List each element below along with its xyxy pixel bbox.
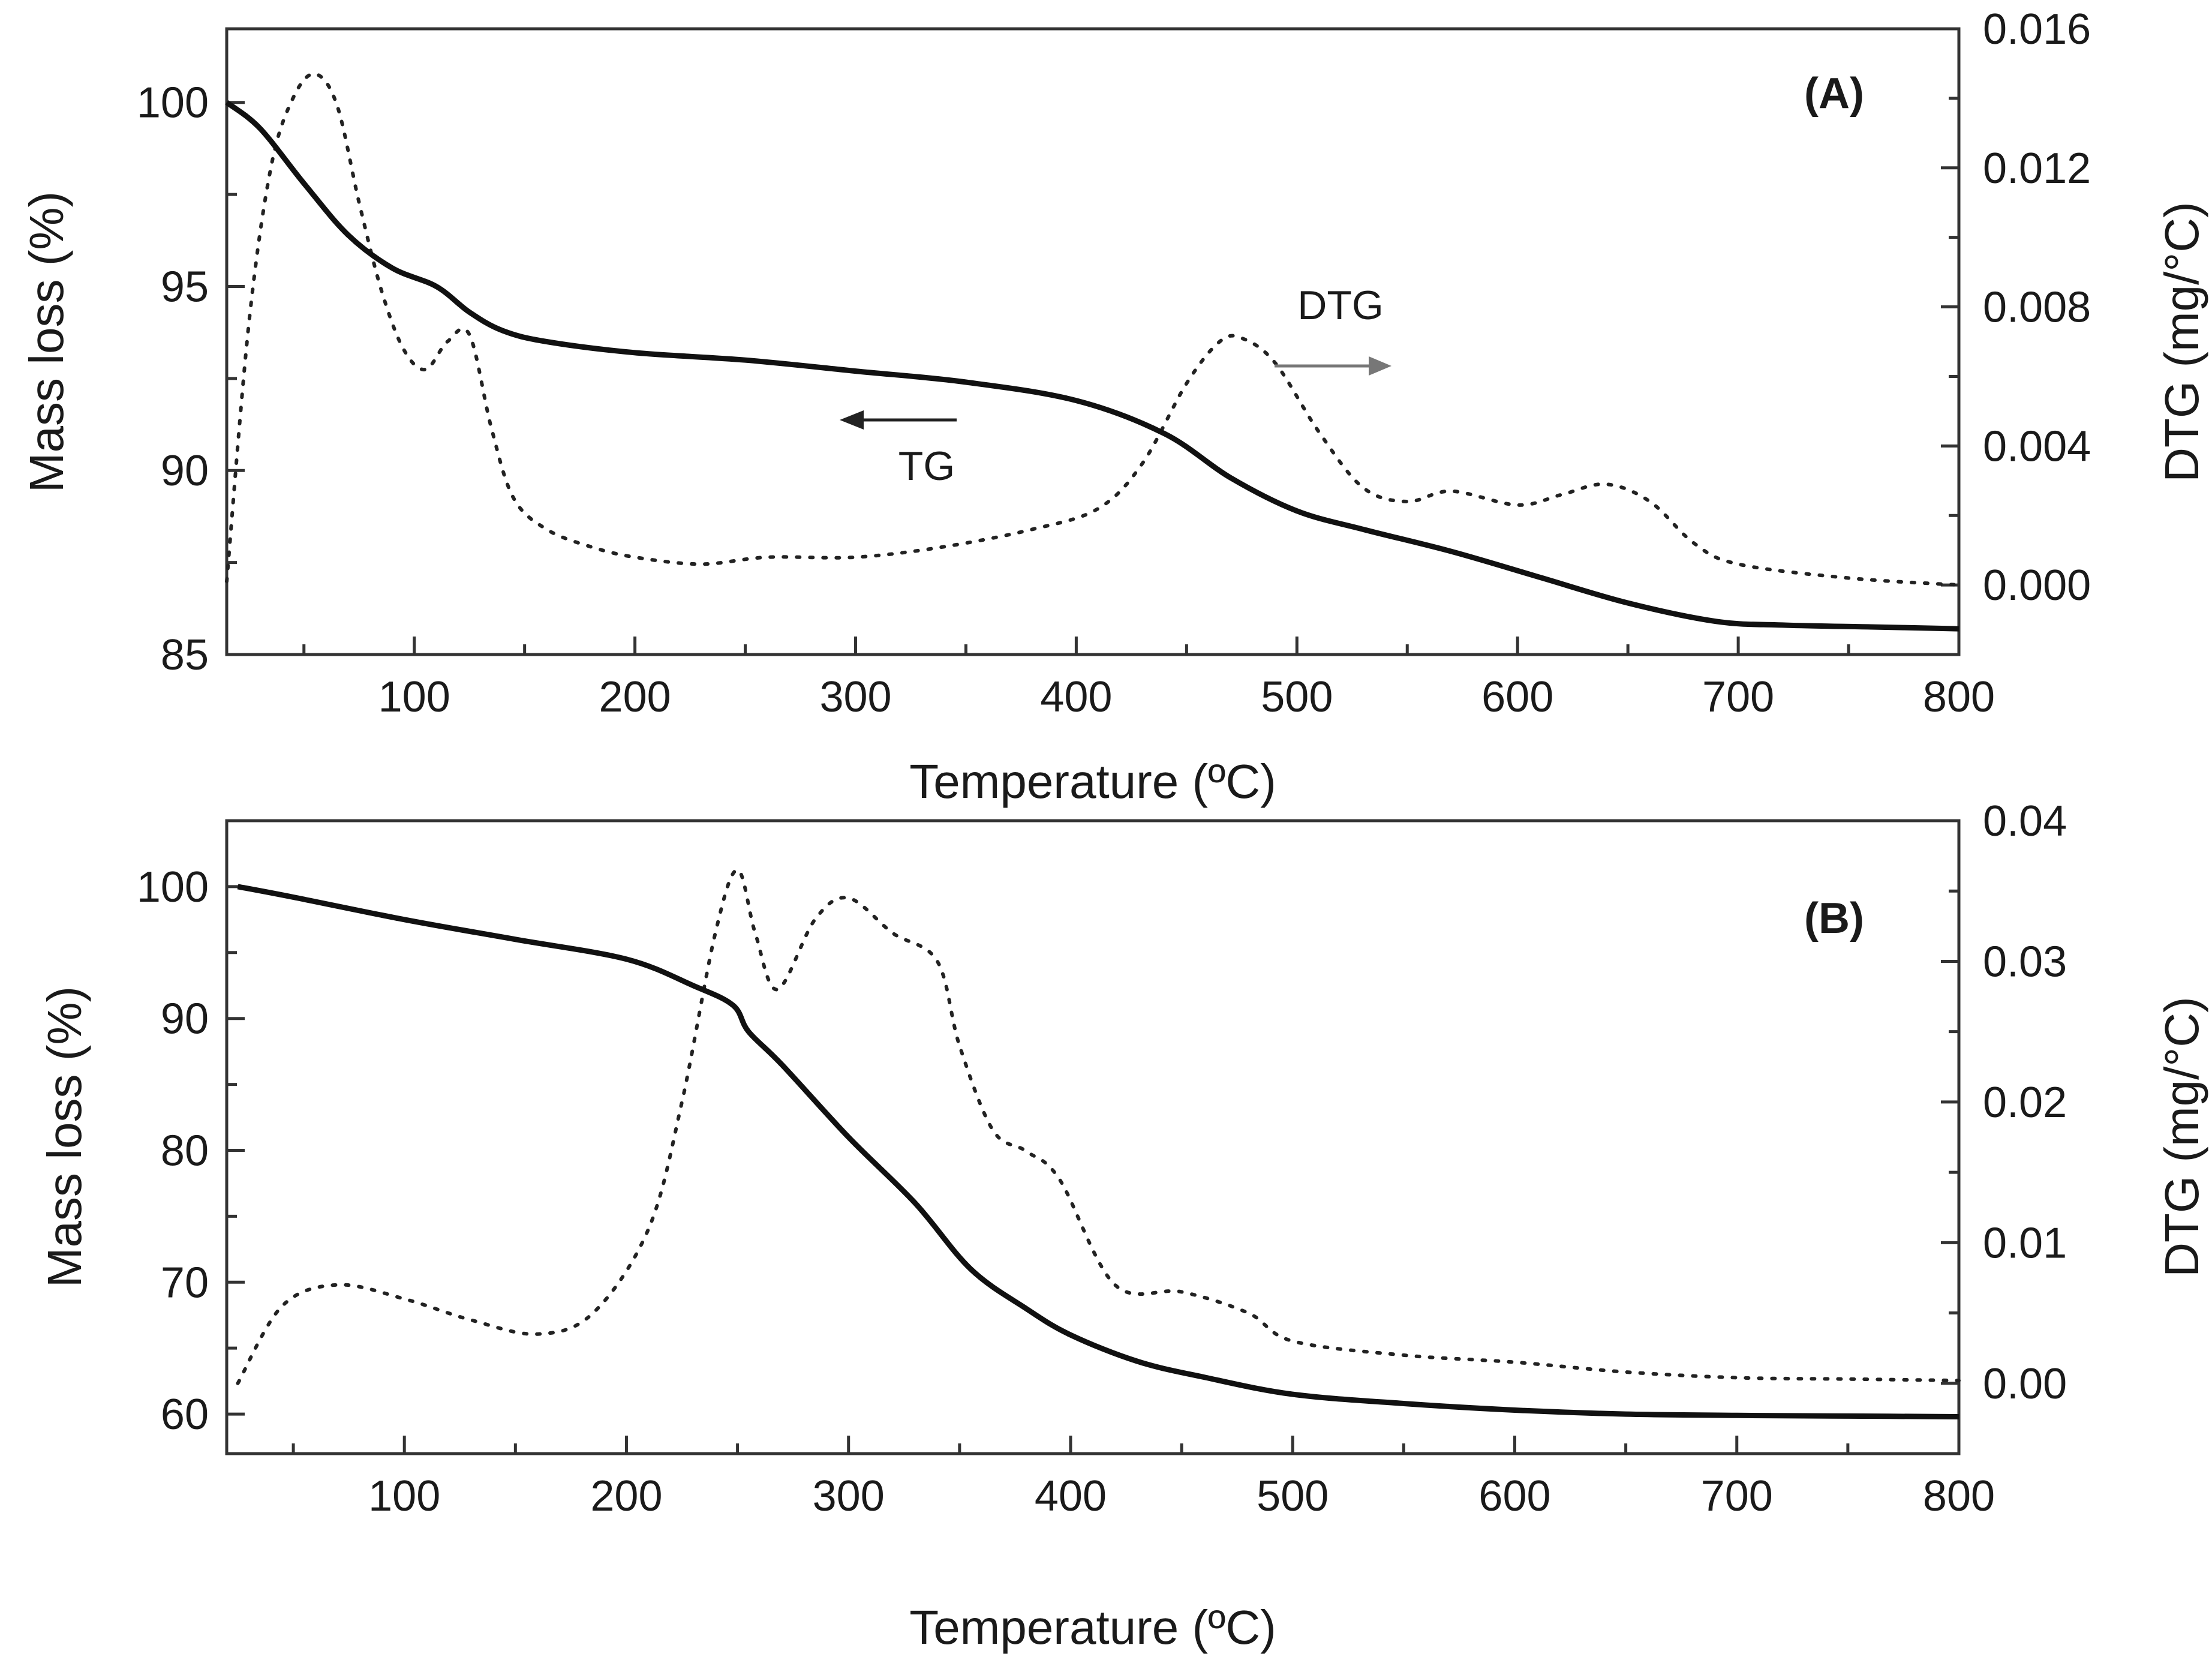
panel-a-y2-axis-title: DTG (mg/°C) — [2155, 202, 2208, 482]
panel-b-y-axis-title: Mass loss (%) — [38, 986, 91, 1287]
panel-a-y-axis-title: Mass loss (%) — [20, 191, 73, 493]
y-tick-label: 90 — [161, 447, 209, 495]
x-tick-label: 700 — [1701, 1472, 1773, 1520]
x-tick-label: 800 — [1923, 1472, 1995, 1520]
y2-tick-label: 0.016 — [1983, 5, 2091, 53]
x-tick-label: 300 — [813, 1472, 885, 1520]
y-tick-label: 90 — [161, 995, 209, 1043]
x-tick-label: 600 — [1478, 1472, 1550, 1520]
panel-a-x-axis-title: Temperature (ºC) — [909, 755, 1276, 808]
y-tick-label: 95 — [161, 263, 209, 311]
panel-a-dtg-line — [225, 72, 1961, 587]
x-tick-label: 300 — [819, 673, 891, 721]
y2-tick-label: 0.004 — [1983, 422, 2091, 470]
panel-a-ticks — [227, 27, 1961, 656]
x-tick-label: 400 — [1040, 673, 1112, 721]
y-tick-label: 100 — [137, 79, 209, 127]
x-tick-label: 500 — [1261, 673, 1333, 721]
panel-b-ticks — [227, 819, 1961, 1455]
y2-tick-label: 0.000 — [1983, 562, 2091, 610]
panel-b: 100 200 300 400 500 600 700 800 60 70 80 90 100 0.00 0… — [38, 797, 2208, 1654]
y-tick-label: 100 — [137, 863, 209, 911]
y-tick-label: 60 — [161, 1391, 209, 1439]
y2-tick-label: 0.03 — [1983, 938, 2067, 986]
panel-b-label: (B) — [1804, 894, 1864, 942]
x-tick-label: 400 — [1035, 1472, 1107, 1520]
y-tick-label: 85 — [161, 631, 209, 679]
panel-a-tg-annotation: TG — [898, 443, 955, 489]
panel-b-frame — [225, 819, 1961, 1455]
panel-a-dtg-annotation: DTG — [1297, 283, 1384, 328]
x-tick-label: 100 — [368, 1472, 440, 1520]
panel-a-frame — [225, 27, 1961, 656]
x-tick-label: 100 — [378, 673, 450, 721]
panel-a-tick-labels: 100 200 300 400 500 600 700 800 85 90 95 100 0.000 0.… — [137, 5, 2091, 721]
panel-b-x-axis-title: Temperature (ºC) — [909, 1601, 1276, 1654]
x-tick-label: 200 — [599, 673, 671, 721]
panel-a-label: (A) — [1804, 70, 1864, 118]
panel-a: 100 200 300 400 500 600 700 800 85 90 95 100 0.000 0.… — [20, 5, 2208, 808]
y2-tick-label: 0.02 — [1983, 1079, 2067, 1127]
y2-tick-label: 0.01 — [1983, 1219, 2067, 1267]
y-tick-label: 70 — [161, 1259, 209, 1307]
x-tick-label: 800 — [1923, 673, 1995, 721]
panel-b-tick-labels: 100 200 300 400 500 600 700 800 60 70 80 90 100 0.00 0… — [137, 797, 2067, 1520]
panel-a-tg-line — [225, 100, 1959, 632]
panel-a-dtg-arrow-icon — [1275, 356, 1391, 376]
y-tick-label: 80 — [161, 1127, 209, 1175]
x-tick-label: 200 — [590, 1472, 662, 1520]
y2-tick-label: 0.04 — [1983, 797, 2067, 845]
panel-b-tg-line — [237, 884, 1959, 1419]
panel-b-dtg-line — [236, 868, 1961, 1385]
x-tick-label: 700 — [1702, 673, 1774, 721]
x-tick-label: 500 — [1257, 1472, 1329, 1520]
y2-tick-label: 0.012 — [1983, 145, 2091, 193]
x-tick-label: 600 — [1481, 673, 1553, 721]
y2-tick-label: 0.008 — [1983, 284, 2091, 332]
y2-tick-label: 0.00 — [1983, 1360, 2067, 1408]
panel-a-tg-arrow-icon — [840, 410, 957, 430]
panel-b-y2-axis-title: DTG (mg/°C) — [2155, 996, 2208, 1277]
